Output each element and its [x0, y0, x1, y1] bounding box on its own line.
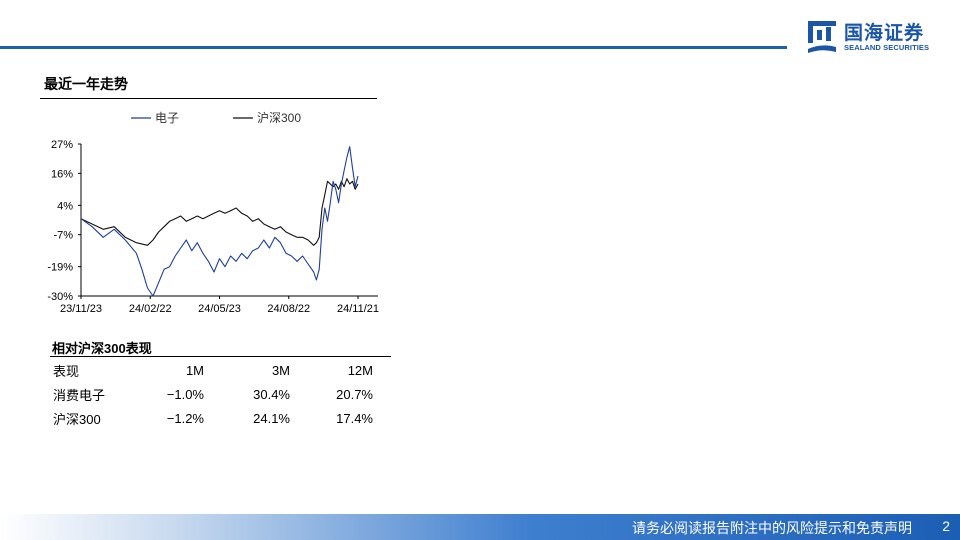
y-tick-label: -30% [47, 291, 73, 303]
footer-bar: 请务必阅读报告附注中的风险提示和免责声明 2 [0, 514, 960, 540]
footer-disclaimer: 请务必阅读报告附注中的风险提示和免责声明 [632, 520, 912, 536]
table-cell: −1.0% [166, 386, 204, 402]
page-number: 2 [942, 518, 950, 534]
series-line-1 [80, 178, 359, 246]
y-tick-label: 4% [57, 200, 73, 212]
sealand-logo-icon [808, 21, 836, 53]
header-cell: 12M [347, 362, 373, 378]
x-tick-label: 24/08/22 [267, 303, 310, 315]
performance-rule [50, 356, 391, 357]
table-cell: 20.7% [336, 386, 373, 402]
y-tick-label: 27% [51, 139, 73, 151]
section-rule [40, 98, 377, 99]
table-cell: 24.1% [253, 410, 290, 426]
legend-label: 电子 [155, 111, 179, 125]
row-label: 消费电子 [53, 387, 106, 403]
x-tick-label: 23/11/23 [60, 303, 102, 315]
x-tick-label: 24/11/21 [337, 303, 379, 315]
performance-title: 相对沪深300表现 [52, 341, 152, 356]
x-tick-label: 24/05/23 [198, 303, 241, 315]
table-row: 消费电子 −1.0% 30.4% 20.7% [50, 382, 391, 406]
brand-name-en: SEALAND SECURITIES [844, 43, 930, 52]
series-line-0 [80, 146, 359, 297]
table-cell: −1.2% [166, 410, 204, 426]
brand-logo: 国海证券 SEALAND SECURITIES [806, 17, 946, 57]
table-row: 沪深300 −1.2% 24.1% 17.4% [50, 406, 391, 430]
header-cell: 1M [185, 362, 204, 378]
y-tick-label: -19% [47, 262, 73, 274]
legend-label: 沪深300 [257, 111, 301, 125]
table-header-row: 表现 1M 3M 12M [50, 358, 391, 382]
y-tick-label: 16% [51, 168, 73, 180]
table-cell: 17.4% [336, 410, 373, 426]
trend-chart: 27% 16% 4% -7% -19% -30%23/11/23 24/02/22 24/05… [47, 111, 379, 315]
section-title: 最近一年走势 [44, 76, 128, 92]
header-rule [0, 46, 787, 49]
header-cell: 3M [271, 362, 290, 378]
header-cell: 表现 [53, 363, 80, 379]
table-cell: 30.4% [253, 386, 290, 402]
row-label: 沪深300 [53, 411, 101, 427]
performance-table: 表现 1M 3M 12M 消费电子 −1.0% 30.4% 20.7% 沪深30… [50, 358, 391, 430]
x-tick-label: 24/02/22 [129, 303, 172, 315]
y-tick-label: -7% [53, 230, 73, 242]
brand-name-cn: 国海证券 [844, 23, 925, 44]
